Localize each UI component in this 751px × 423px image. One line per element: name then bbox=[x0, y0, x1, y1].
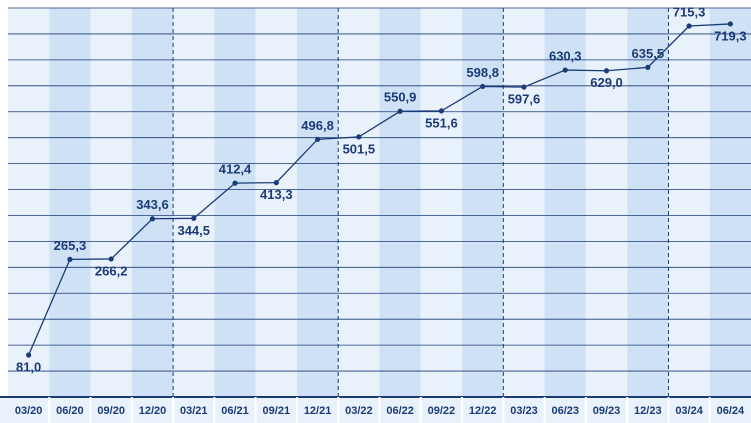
x-tick-label: 06/21 bbox=[221, 405, 249, 417]
data-label: 344,5 bbox=[177, 223, 210, 238]
data-point bbox=[480, 83, 486, 90]
x-tick-label: 12/23 bbox=[634, 405, 662, 417]
data-point bbox=[273, 180, 279, 186]
data-point bbox=[645, 64, 651, 70]
data-label: 412,4 bbox=[219, 162, 252, 177]
data-point bbox=[397, 108, 403, 114]
data-label: 81,0 bbox=[16, 359, 41, 374]
column-band bbox=[131, 8, 174, 397]
column-band bbox=[709, 8, 751, 397]
column-band bbox=[585, 8, 628, 397]
column-band bbox=[296, 8, 339, 397]
column-band bbox=[173, 8, 215, 397]
data-point bbox=[232, 180, 238, 186]
data-point bbox=[149, 216, 156, 222]
column-band bbox=[90, 8, 132, 397]
data-point bbox=[314, 136, 321, 142]
data-label: 496,8 bbox=[301, 118, 334, 133]
data-label: 551,6 bbox=[425, 115, 458, 130]
x-tick-label: 09/21 bbox=[263, 405, 291, 417]
x-tick-label: 12/20 bbox=[139, 405, 167, 417]
data-point bbox=[67, 256, 73, 262]
column-band bbox=[338, 8, 380, 397]
column-band bbox=[49, 8, 91, 397]
x-tick-label: 09/23 bbox=[593, 405, 621, 417]
column-band bbox=[503, 8, 545, 397]
x-tick-label: 09/20 bbox=[97, 405, 125, 417]
data-label: 629,0 bbox=[590, 75, 623, 90]
data-point bbox=[521, 84, 527, 90]
data-point bbox=[603, 68, 610, 74]
x-tick-label: 06/20 bbox=[56, 405, 84, 417]
data-point bbox=[191, 215, 197, 221]
data-label: 343,6 bbox=[136, 197, 169, 212]
data-point bbox=[727, 21, 733, 27]
data-label: 501,5 bbox=[343, 141, 376, 156]
x-tick-label: 03/23 bbox=[510, 405, 538, 417]
column-band bbox=[8, 8, 50, 397]
data-label: 266,2 bbox=[95, 263, 128, 278]
data-label: 413,3 bbox=[260, 187, 293, 202]
x-tick-label: 03/22 bbox=[345, 405, 373, 417]
x-tick-label: 09/22 bbox=[428, 405, 456, 417]
x-tick-label: 03/24 bbox=[675, 405, 703, 417]
column-band bbox=[379, 8, 421, 397]
column-band bbox=[420, 8, 463, 397]
column-band bbox=[668, 8, 710, 397]
data-point bbox=[438, 108, 445, 114]
data-label: 265,3 bbox=[54, 238, 87, 253]
column-band bbox=[462, 8, 504, 397]
x-tick-label: 06/24 bbox=[717, 405, 745, 417]
data-label: 597,6 bbox=[508, 91, 541, 106]
x-tick-label: 03/20 bbox=[15, 405, 43, 417]
x-tick-label: 06/22 bbox=[386, 405, 414, 417]
x-tick-label: 03/21 bbox=[180, 405, 208, 417]
data-point bbox=[686, 23, 692, 29]
data-point bbox=[26, 352, 32, 358]
column-band bbox=[255, 8, 297, 397]
data-label: 715,3 bbox=[673, 4, 706, 19]
data-label: 719,3 bbox=[714, 28, 747, 43]
data-label: 630,3 bbox=[549, 49, 582, 64]
data-label: 598,8 bbox=[466, 65, 499, 80]
data-label: 550,9 bbox=[384, 90, 417, 105]
data-point bbox=[356, 134, 362, 140]
column-band bbox=[214, 8, 256, 397]
x-tick-label: 06/23 bbox=[551, 405, 579, 417]
x-tick-label: 12/21 bbox=[304, 405, 332, 417]
column-band bbox=[627, 8, 669, 397]
column-band bbox=[544, 8, 586, 397]
x-tick-label: 12/22 bbox=[469, 405, 497, 417]
data-point bbox=[562, 67, 568, 73]
data-label: 635,5 bbox=[632, 46, 665, 61]
data-point bbox=[108, 256, 114, 262]
x-axis-band bbox=[0, 397, 751, 423]
series-line bbox=[28, 23, 731, 356]
